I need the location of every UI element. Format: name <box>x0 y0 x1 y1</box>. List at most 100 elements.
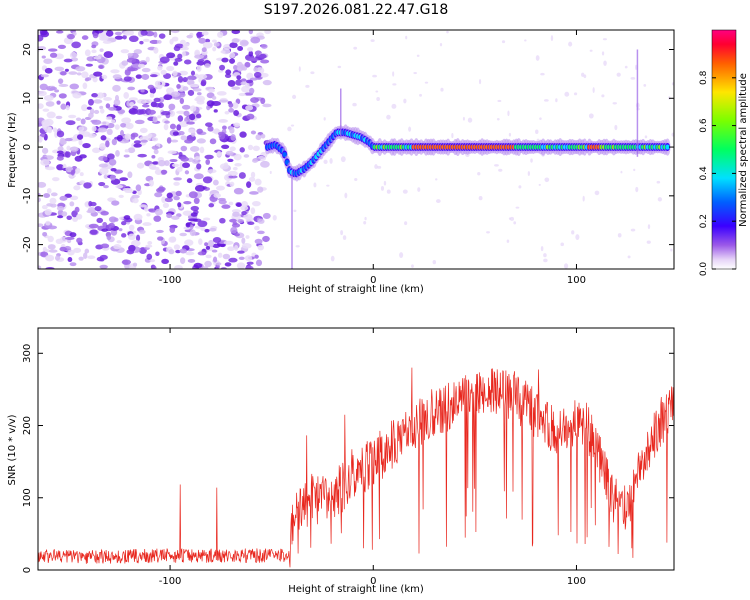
noise-blob <box>98 65 104 69</box>
noise-blob <box>253 71 262 78</box>
noise-speck <box>435 178 438 181</box>
noise-blob <box>196 31 202 39</box>
noise-blob <box>157 186 166 192</box>
noise-blob <box>133 143 142 148</box>
noise-blob <box>59 246 67 252</box>
noise-blob <box>153 149 159 155</box>
noise-blob <box>176 83 181 89</box>
noise-blob <box>63 58 73 63</box>
noise-blob <box>248 176 256 182</box>
noise-blob <box>134 119 145 125</box>
noise-blob <box>213 109 218 113</box>
noise-blob <box>147 109 156 115</box>
noise-blob <box>185 222 191 228</box>
noise-blob <box>94 206 102 212</box>
noise-blob <box>45 101 55 107</box>
noise-blob <box>132 197 139 204</box>
noise-blob <box>190 212 198 217</box>
noise-speck <box>497 99 502 103</box>
noise-blob <box>228 201 234 206</box>
noise-speck <box>644 135 648 139</box>
noise-blob <box>89 229 98 235</box>
noise-blob <box>198 238 203 245</box>
noise-blob <box>141 67 151 73</box>
noise-blob <box>250 97 259 103</box>
noise-blob <box>172 131 179 136</box>
noise-blob <box>173 61 179 66</box>
noise-speck <box>627 255 631 259</box>
noise-speck <box>340 230 344 236</box>
noise-blob <box>168 110 176 117</box>
noise-blob <box>105 116 113 121</box>
noise-blob <box>229 181 235 187</box>
noise-speck <box>671 82 674 86</box>
noise-blob <box>148 208 154 212</box>
noise-blob <box>69 232 77 238</box>
noise-blob <box>173 181 180 186</box>
noise-blob <box>55 115 63 120</box>
noise-blob <box>100 210 109 216</box>
colorbar-tick-label: 0.2 <box>699 214 709 228</box>
colorbar-tick-label: 0.4 <box>699 166 709 181</box>
noise-blob <box>99 264 108 269</box>
noise-blob <box>168 249 175 255</box>
noise-blob <box>87 133 97 138</box>
noise-speck <box>508 132 512 137</box>
noise-speck <box>352 102 357 107</box>
noise-blob <box>93 71 103 77</box>
noise-blob <box>189 113 196 121</box>
noise-speck <box>535 55 540 61</box>
noise-blob <box>38 135 43 143</box>
noise-blob <box>154 169 163 176</box>
noise-blob <box>110 119 116 124</box>
snr-frame <box>37 327 675 571</box>
noise-blob <box>66 33 75 40</box>
noise-blob <box>142 222 152 227</box>
noise-speck <box>573 92 578 96</box>
noise-blob <box>101 74 108 80</box>
noise-blob <box>257 186 264 193</box>
noise-blob <box>160 111 171 116</box>
spectrogram-ytick-label: 20 <box>22 43 33 56</box>
noise-blob <box>197 58 205 63</box>
noise-speck <box>417 187 421 192</box>
noise-blob <box>41 55 46 59</box>
noise-speck <box>643 83 647 87</box>
noise-blob <box>175 249 181 254</box>
noise-speck <box>620 170 623 174</box>
noise-blob <box>78 139 83 146</box>
noise-speck <box>376 96 380 101</box>
noise-blob <box>223 43 232 51</box>
noise-blob <box>208 227 217 232</box>
noise-blob <box>75 167 81 174</box>
noise-blob <box>233 109 240 116</box>
noise-blob <box>207 169 217 174</box>
noise-speck <box>372 74 377 78</box>
noise-blob <box>196 65 202 72</box>
noise-blob <box>253 67 259 72</box>
noise-blob <box>130 239 141 247</box>
noise-speck <box>305 84 310 88</box>
noise-blob <box>146 213 151 217</box>
noise-blob <box>44 118 54 126</box>
noise-blob <box>231 86 241 90</box>
noise-blob <box>50 192 58 197</box>
noise-blob <box>154 192 163 198</box>
noise-blob <box>180 257 186 265</box>
noise-blob <box>161 258 169 264</box>
noise-speck <box>617 233 622 238</box>
noise-blob <box>38 197 41 203</box>
noise-speck <box>614 124 618 131</box>
noise-blob <box>169 123 176 130</box>
noise-speck <box>630 76 636 80</box>
noise-blob <box>213 42 220 47</box>
noise-blob <box>182 76 188 83</box>
noise-blob <box>115 150 120 157</box>
noise-speck <box>287 126 292 132</box>
noise-blob <box>205 122 213 127</box>
noise-speck <box>656 180 661 184</box>
noise-speck <box>370 39 375 42</box>
noise-blob <box>254 238 263 245</box>
noise-blob <box>180 145 188 152</box>
noise-blob <box>153 103 162 108</box>
